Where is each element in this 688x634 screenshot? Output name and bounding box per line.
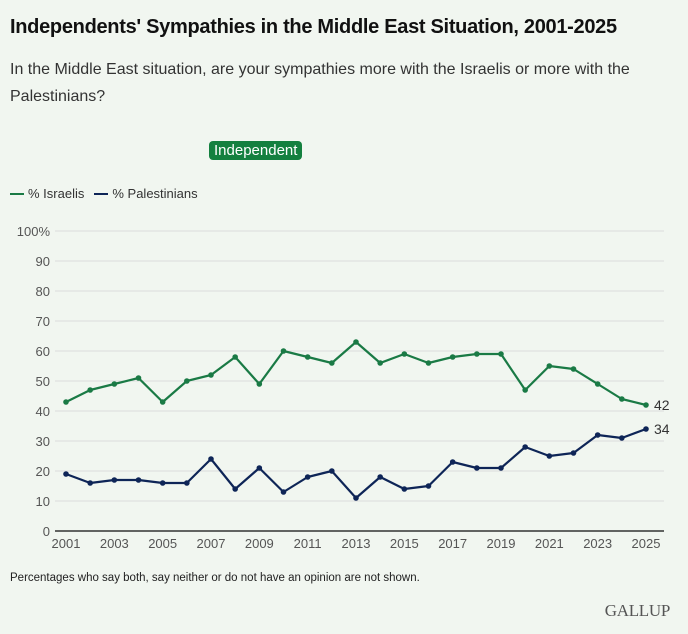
legend-label-palestinians: % Palestinians <box>112 186 198 201</box>
data-point-palestinians[interactable] <box>594 432 601 438</box>
data-point-israelis[interactable] <box>63 399 69 405</box>
series-line-palestinians <box>65 427 647 500</box>
data-point-palestinians[interactable] <box>401 486 408 492</box>
data-point-israelis[interactable] <box>619 396 625 402</box>
gallup-logo: GALLUP <box>604 601 671 620</box>
data-point-palestinians[interactable] <box>449 459 456 465</box>
data-point-palestinians[interactable] <box>159 480 166 486</box>
data-point-israelis[interactable] <box>449 354 456 360</box>
data-point-israelis[interactable] <box>594 381 601 387</box>
legend-item-israelis[interactable]: % Israelis <box>10 186 84 201</box>
data-point-israelis[interactable] <box>208 372 214 378</box>
data-point-israelis[interactable] <box>304 354 311 360</box>
y-axis-ticks: 0 10 20 30 40 50 60 70 80 90 100% <box>17 224 51 539</box>
data-point-palestinians[interactable] <box>353 495 359 501</box>
data-point-israelis[interactable] <box>522 387 528 393</box>
data-point-israelis[interactable] <box>184 378 190 384</box>
line-chart: 0 10 20 30 40 50 60 70 80 90 100% 2001 2003 2005 2007… <box>17 224 670 551</box>
x-tick-label: 2001 <box>52 536 81 551</box>
legend-item-palestinians[interactable]: % Palestinians <box>94 186 198 201</box>
data-point-israelis[interactable] <box>498 351 504 357</box>
data-point-israelis[interactable] <box>232 354 238 360</box>
data-point-israelis[interactable] <box>135 375 142 381</box>
x-axis-ticks: 2001 2003 2005 2007 2009 2011 2013 2015 2017 2019… <box>52 536 661 551</box>
data-point-israelis[interactable] <box>474 351 480 357</box>
x-tick-label: 2019 <box>487 536 516 551</box>
data-point-israelis[interactable] <box>280 348 287 354</box>
y-tick-label: 60 <box>36 344 50 359</box>
legend-swatch-palestinians <box>94 192 109 195</box>
data-point-palestinians[interactable] <box>425 483 432 489</box>
data-point-palestinians[interactable] <box>256 465 263 471</box>
data-point-israelis[interactable] <box>546 363 553 369</box>
y-tick-label: 30 <box>36 434 50 449</box>
footnote: Percentages who say both, say neither or… <box>10 572 420 584</box>
y-tick-label: 40 <box>36 404 50 419</box>
data-point-palestinians[interactable] <box>280 489 287 495</box>
y-tick-label: 10 <box>36 494 50 509</box>
data-point-palestinians[interactable] <box>232 486 238 492</box>
data-point-palestinians[interactable] <box>304 474 311 480</box>
legend: % Israelis % Palestinians <box>10 186 198 201</box>
x-tick-label: 2007 <box>197 536 226 551</box>
x-tick-label: 2017 <box>438 536 467 551</box>
legend-swatch-israelis <box>10 192 24 195</box>
x-tick-label: 2015 <box>390 536 419 551</box>
data-point-palestinians[interactable] <box>377 474 383 480</box>
data-point-palestinians[interactable] <box>643 426 649 432</box>
x-tick-label: 2003 <box>100 536 129 551</box>
party-filter-badge[interactable]: Independent <box>209 141 303 160</box>
chart-title: Independents' Sympathies in the Middle E… <box>10 16 617 38</box>
x-tick-label: 2025 <box>632 536 661 551</box>
data-point-israelis[interactable] <box>570 366 577 372</box>
chart-subtitle: In the Middle East situation, are your s… <box>10 61 630 105</box>
data-point-palestinians[interactable] <box>184 480 190 486</box>
x-tick-label: 2009 <box>245 536 274 551</box>
data-point-israelis[interactable] <box>425 360 432 366</box>
data-point-palestinians[interactable] <box>208 456 214 462</box>
data-point-palestinians[interactable] <box>546 453 553 459</box>
y-tick-label: 0 <box>43 524 50 539</box>
gridlines <box>55 230 664 532</box>
y-tick-label: 80 <box>36 284 50 299</box>
data-point-israelis[interactable] <box>159 399 166 405</box>
x-tick-label: 2021 <box>535 536 564 551</box>
data-point-palestinians[interactable] <box>87 480 93 486</box>
legend-label-israelis: % Israelis <box>28 186 85 201</box>
x-tick-label: 2023 <box>583 536 612 551</box>
data-point-palestinians[interactable] <box>498 465 504 471</box>
data-point-israelis[interactable] <box>377 360 383 366</box>
y-tick-label: 100% <box>17 224 51 239</box>
end-labels: 42 34 <box>654 397 670 437</box>
y-tick-label: 70 <box>36 314 50 329</box>
end-label-israelis: 42 <box>654 397 670 413</box>
data-point-israelis[interactable] <box>353 339 359 345</box>
data-point-israelis[interactable] <box>256 381 263 387</box>
y-tick-label: 20 <box>36 464 50 479</box>
x-tick-label: 2011 <box>294 536 322 551</box>
data-point-palestinians[interactable] <box>63 471 69 477</box>
data-point-israelis[interactable] <box>643 402 649 408</box>
x-tick-label: 2005 <box>148 536 177 551</box>
data-point-palestinians[interactable] <box>570 450 577 456</box>
data-point-israelis[interactable] <box>87 387 93 393</box>
y-tick-label: 50 <box>36 374 50 389</box>
data-point-palestinians[interactable] <box>474 465 480 471</box>
series-lines <box>65 340 647 500</box>
data-point-israelis[interactable] <box>329 360 335 366</box>
y-tick-label: 90 <box>36 254 50 269</box>
data-point-palestinians[interactable] <box>522 444 528 450</box>
data-point-palestinians[interactable] <box>329 468 335 474</box>
data-point-palestinians[interactable] <box>619 435 625 441</box>
data-point-palestinians[interactable] <box>111 477 118 483</box>
data-point-israelis[interactable] <box>111 381 118 387</box>
data-point-israelis[interactable] <box>401 351 408 357</box>
end-label-palestinians: 34 <box>654 421 670 437</box>
series-points <box>63 339 649 501</box>
data-point-palestinians[interactable] <box>135 477 142 483</box>
x-tick-label: 2013 <box>342 536 371 551</box>
